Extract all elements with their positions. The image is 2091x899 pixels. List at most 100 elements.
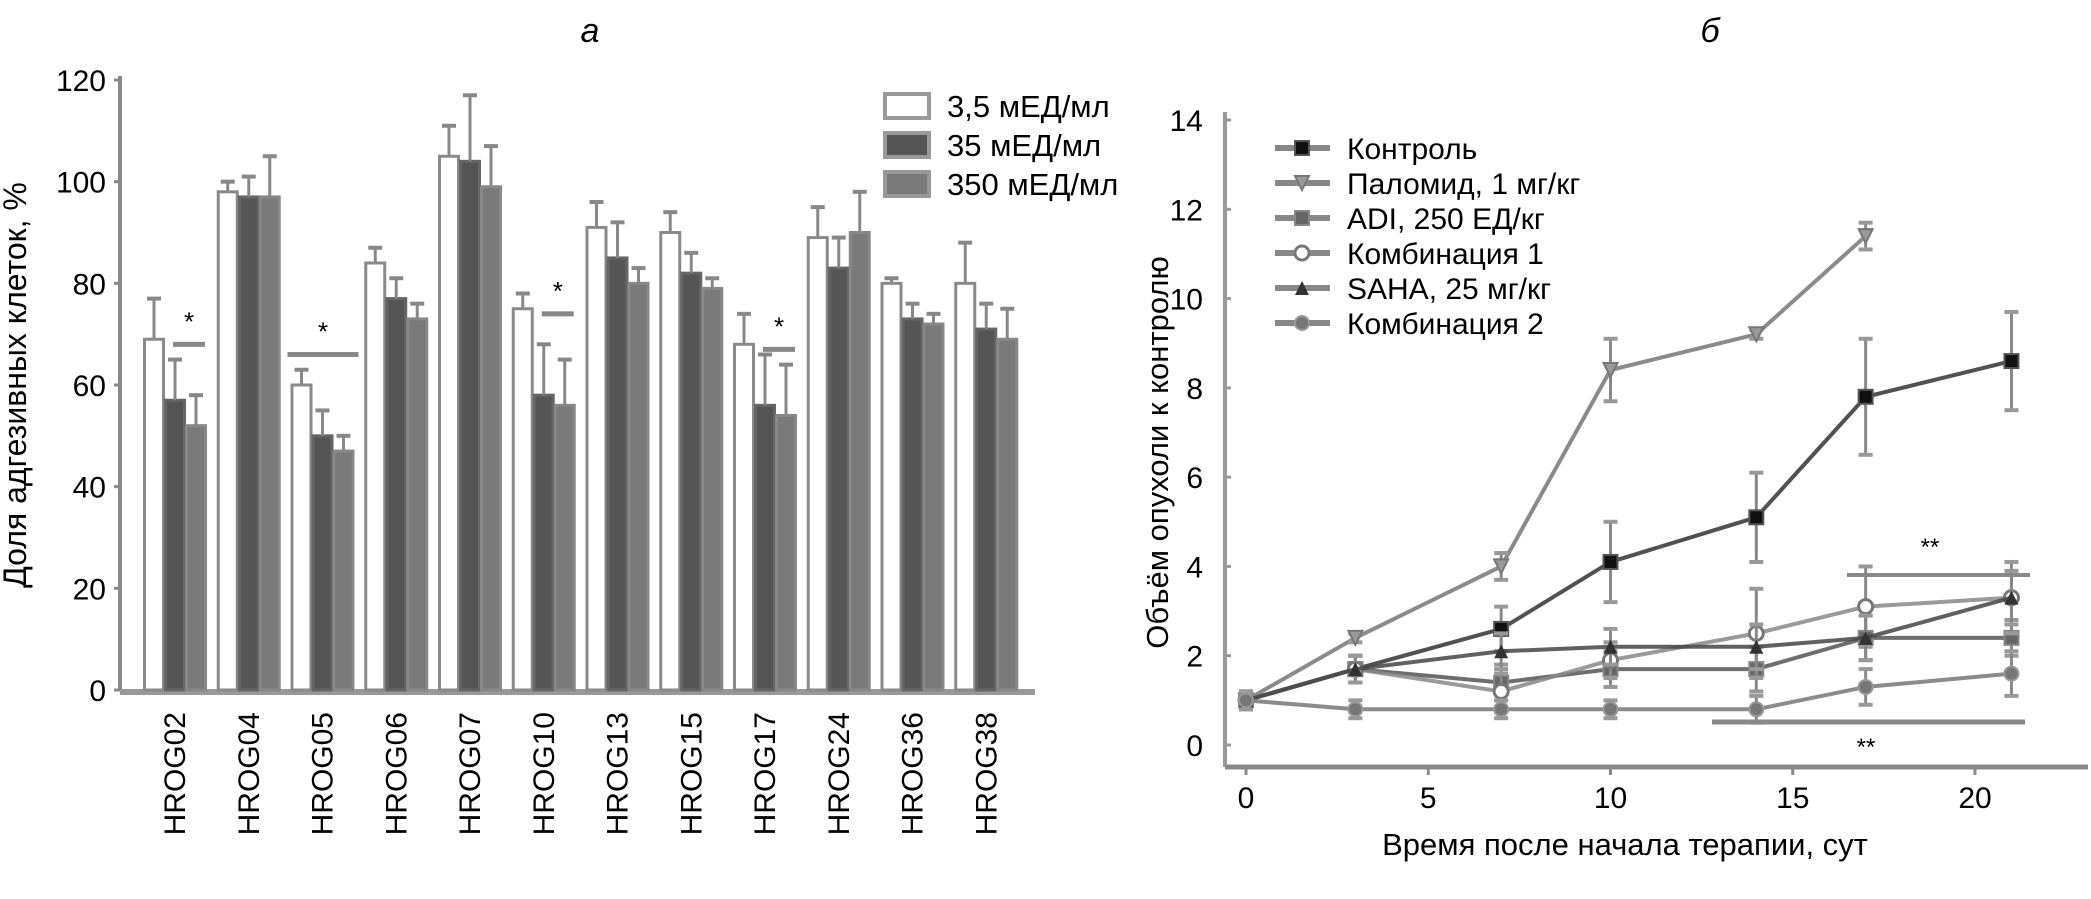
x-axis-label: Время после начала терапии, сут xyxy=(1382,827,1868,862)
bar xyxy=(880,281,903,692)
x-tick-label: HROG05 xyxy=(307,712,340,835)
y-tick-label: 4 xyxy=(1186,551,1203,584)
point-marker xyxy=(1294,315,1310,331)
panel-b-line-chart: б 0 2 4 6 8 10 12 14 0 5 10 15 20 Время после начала т… xyxy=(1140,12,2088,862)
y-tick-label: 10 xyxy=(1170,284,1203,317)
point-marker xyxy=(1601,362,1620,380)
y-tick-label: 20 xyxy=(73,573,106,606)
bar xyxy=(975,327,998,692)
point-marker xyxy=(1857,228,1875,246)
y-tick-label: 2 xyxy=(1186,641,1203,674)
legend-label: 350 мЕД/мл xyxy=(947,167,1118,202)
point-marker xyxy=(1293,244,1311,262)
x-tick-label: HROG24 xyxy=(823,712,856,835)
y-tick-label: 60 xyxy=(73,370,106,403)
bar xyxy=(406,317,429,692)
bar xyxy=(364,261,387,692)
bar xyxy=(311,434,334,692)
point-marker xyxy=(1347,701,1364,718)
significance-stars-upper: ** xyxy=(1921,534,1940,561)
significance-star: * xyxy=(553,276,563,306)
bar xyxy=(806,236,829,692)
bar xyxy=(585,225,608,692)
bar xyxy=(775,414,797,692)
point-marker xyxy=(1346,629,1364,648)
point-marker xyxy=(1492,558,1510,576)
significance-star: * xyxy=(184,306,194,336)
y-tick-label: 0 xyxy=(89,675,106,708)
significance-star: * xyxy=(318,317,328,347)
y-tick-label: 100 xyxy=(56,167,106,200)
series-1 xyxy=(1237,220,1875,712)
x-tick-label: HROG04 xyxy=(233,712,266,835)
bar xyxy=(480,185,502,692)
bar xyxy=(185,424,207,692)
bar xyxy=(290,383,313,692)
panel-label-b: б xyxy=(1700,12,1721,50)
legend-label: ADI, 250 ЕД/кг xyxy=(1347,203,1545,236)
y-tick-label: 80 xyxy=(73,268,106,301)
bar xyxy=(701,286,724,692)
point-marker xyxy=(1238,692,1254,709)
y-tick-label: 120 xyxy=(56,65,106,98)
point-marker xyxy=(1857,388,1874,405)
bar xyxy=(459,159,481,692)
legend-label: Комбинация 2 xyxy=(1347,308,1544,341)
panel-label-a: а xyxy=(581,12,600,50)
bar xyxy=(511,307,534,692)
x-tick-label: 5 xyxy=(1420,782,1437,815)
legend-label: Паломид, 1 мг/кг xyxy=(1347,168,1580,201)
x-tick-label: 15 xyxy=(1776,782,1809,815)
series-line xyxy=(1245,234,1867,703)
significance-star: * xyxy=(774,311,784,341)
bar xyxy=(680,271,703,692)
point-marker xyxy=(1294,210,1310,226)
bar xyxy=(848,231,871,692)
bar xyxy=(922,322,945,692)
y-axis-label: Объём опухоли к контролю xyxy=(1140,256,1175,648)
point-marker xyxy=(1602,553,1619,570)
bar xyxy=(733,342,755,692)
legend-label: 3,5 мЕД/мл xyxy=(947,89,1110,124)
x-tick-label: HROG02 xyxy=(159,712,192,835)
x-tick-label: HROG38 xyxy=(970,712,1003,835)
x-tick-label: 10 xyxy=(1594,782,1627,815)
legend-swatch xyxy=(883,92,931,120)
panel-a-bar-chart: а 0 20 40 60 80 100 120 Доля адгезивных клеток, … xyxy=(0,12,1118,835)
x-tick-label: HROG07 xyxy=(454,712,487,835)
y-tick-label: 40 xyxy=(73,472,106,505)
bar xyxy=(385,297,408,692)
legend-label: Комбинация 1 xyxy=(1347,238,1544,271)
point-marker xyxy=(1748,509,1765,526)
point-marker xyxy=(1857,598,1875,616)
bar xyxy=(954,281,977,692)
bar xyxy=(258,195,281,692)
point-marker xyxy=(2003,665,2020,682)
point-marker xyxy=(1492,682,1510,700)
point-marker xyxy=(1603,639,1618,654)
legend-label: Контроль xyxy=(1347,133,1477,166)
point-marker xyxy=(2003,353,2020,370)
x-tick-label: HROG15 xyxy=(675,712,708,835)
y-tick-label: 14 xyxy=(1170,105,1203,138)
y-tick-label: 0 xyxy=(1186,730,1203,763)
legend-label: 35 мЕД/мл xyxy=(947,128,1101,163)
series-line xyxy=(1245,359,2012,703)
x-tick-label: HROG06 xyxy=(380,712,413,835)
bar xyxy=(237,195,260,692)
bar xyxy=(627,281,650,692)
bar xyxy=(659,231,682,692)
point-marker xyxy=(1858,630,1873,645)
point-marker xyxy=(1348,662,1363,677)
series-0 xyxy=(1238,309,2020,712)
legend-label: SAHA, 25 мг/кг xyxy=(1347,273,1551,306)
x-tick-label: HROG17 xyxy=(749,712,782,835)
point-marker xyxy=(1295,281,1309,295)
point-marker xyxy=(1749,639,1764,654)
bar xyxy=(754,403,776,692)
bar xyxy=(216,190,239,692)
y-axis-label: Доля адгезивных клеток, % xyxy=(0,182,33,588)
point-marker xyxy=(1602,701,1619,718)
bar xyxy=(606,256,629,692)
point-marker xyxy=(1857,678,1874,695)
